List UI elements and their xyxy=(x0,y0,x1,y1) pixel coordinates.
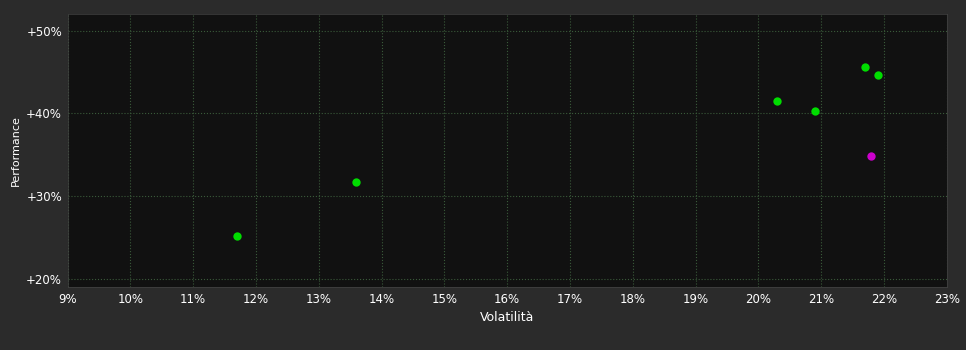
Y-axis label: Performance: Performance xyxy=(11,115,20,186)
X-axis label: Volatilità: Volatilità xyxy=(480,311,534,324)
